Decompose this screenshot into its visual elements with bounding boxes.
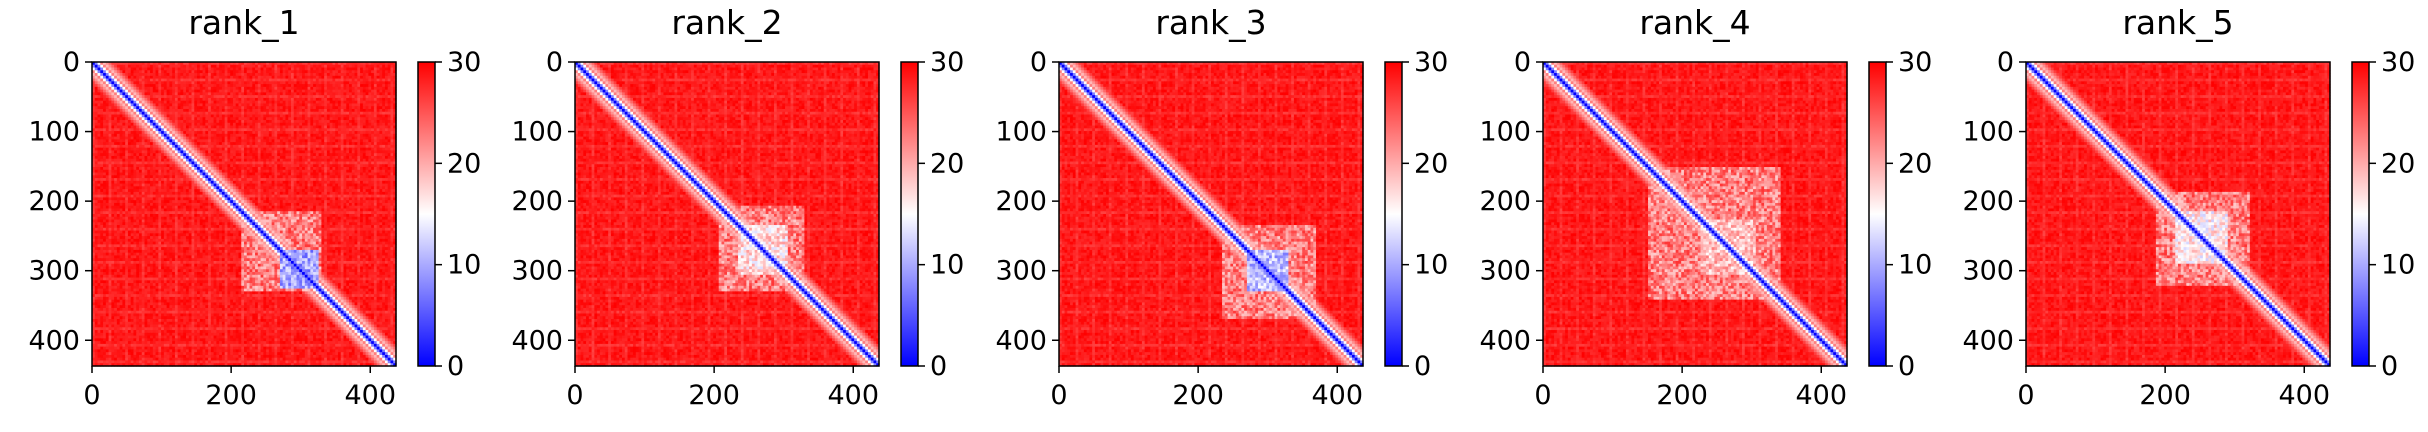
y-tick-label: 0: [546, 47, 563, 78]
y-tick-label: 100: [1479, 117, 1531, 148]
heatmap-cells: [1059, 62, 1364, 367]
heatmap-cells: [1543, 62, 1848, 367]
colorbar-tick-label: 30: [1898, 47, 1932, 78]
colorbar-tick-label: 30: [1414, 47, 1448, 78]
colorbar-tick-label: 10: [447, 250, 481, 281]
colorbar: [1869, 62, 1886, 366]
colorbar-tick-label: 20: [1898, 148, 1932, 179]
y-tick-label: 100: [511, 117, 563, 148]
x-tick-label: 400: [2278, 380, 2330, 411]
x-tick-label: 0: [83, 380, 100, 411]
colorbar-tick-label: 0: [930, 351, 947, 382]
chart-title: rank_2: [671, 3, 782, 42]
y-tick-label: 0: [1514, 47, 1531, 78]
y-tick-label: 300: [995, 256, 1047, 287]
y-tick-label: 100: [995, 117, 1047, 148]
x-tick-label: 0: [2017, 380, 2034, 411]
x-tick-label: 200: [688, 380, 740, 411]
chart-title: rank_1: [188, 3, 299, 42]
x-tick-label: 0: [566, 380, 583, 411]
chart-title: rank_4: [1639, 3, 1750, 42]
colorbar: [418, 62, 435, 366]
colorbar-tick-label: 10: [1898, 250, 1932, 281]
y-tick-label: 400: [995, 325, 1047, 356]
y-tick-label: 200: [1479, 186, 1531, 217]
heatmap-cells: [92, 62, 397, 367]
heatmap-cells: [2026, 62, 2331, 367]
y-tick-label: 300: [28, 256, 80, 287]
y-tick-label: 400: [511, 325, 563, 356]
x-tick-label: 0: [1050, 380, 1067, 411]
y-tick-label: 400: [1962, 325, 2014, 356]
y-tick-label: 300: [1962, 256, 2014, 287]
y-tick-label: 400: [1479, 325, 1531, 356]
colorbar-tick-label: 0: [2381, 351, 2398, 382]
x-tick-label: 0: [1534, 380, 1551, 411]
colorbar-tick-label: 0: [1898, 351, 1915, 382]
colorbar-tick-label: 0: [1414, 351, 1431, 382]
y-tick-label: 200: [28, 186, 80, 217]
x-tick-label: 400: [827, 380, 879, 411]
colorbar-tick-label: 30: [930, 47, 964, 78]
chart-title: rank_3: [1155, 3, 1266, 42]
y-tick-label: 300: [1479, 256, 1531, 287]
y-tick-label: 200: [1962, 186, 2014, 217]
colorbar: [901, 62, 918, 366]
y-tick-label: 0: [1997, 47, 2014, 78]
chart-title: rank_5: [2122, 3, 2233, 42]
x-tick-label: 400: [344, 380, 396, 411]
colorbar: [1385, 62, 1402, 366]
x-tick-label: 200: [205, 380, 257, 411]
y-tick-label: 200: [511, 186, 563, 217]
colorbar-tick-label: 10: [1414, 250, 1448, 281]
colorbar-tick-label: 0: [447, 351, 464, 382]
y-tick-label: 100: [1962, 117, 2014, 148]
x-tick-label: 400: [1795, 380, 1847, 411]
colorbar: [2352, 62, 2369, 366]
y-tick-label: 300: [511, 256, 563, 287]
colorbar-tick-label: 10: [930, 250, 964, 281]
colorbar-tick-label: 20: [930, 148, 964, 179]
x-tick-label: 200: [1172, 380, 1224, 411]
y-tick-label: 100: [28, 117, 80, 148]
x-tick-label: 200: [2139, 380, 2191, 411]
heatmap-cells: [575, 62, 880, 367]
colorbar-tick-label: 20: [447, 148, 481, 179]
y-tick-label: 0: [63, 47, 80, 78]
y-tick-label: 0: [1030, 47, 1047, 78]
x-tick-label: 200: [1656, 380, 1708, 411]
colorbar-tick-label: 20: [2381, 148, 2415, 179]
colorbar-tick-label: 10: [2381, 250, 2415, 281]
colorbar-tick-label: 20: [1414, 148, 1448, 179]
colorbar-tick-label: 30: [2381, 47, 2415, 78]
colorbar-tick-label: 30: [447, 47, 481, 78]
x-tick-label: 400: [1311, 380, 1363, 411]
y-tick-label: 400: [28, 325, 80, 356]
y-tick-label: 200: [995, 186, 1047, 217]
